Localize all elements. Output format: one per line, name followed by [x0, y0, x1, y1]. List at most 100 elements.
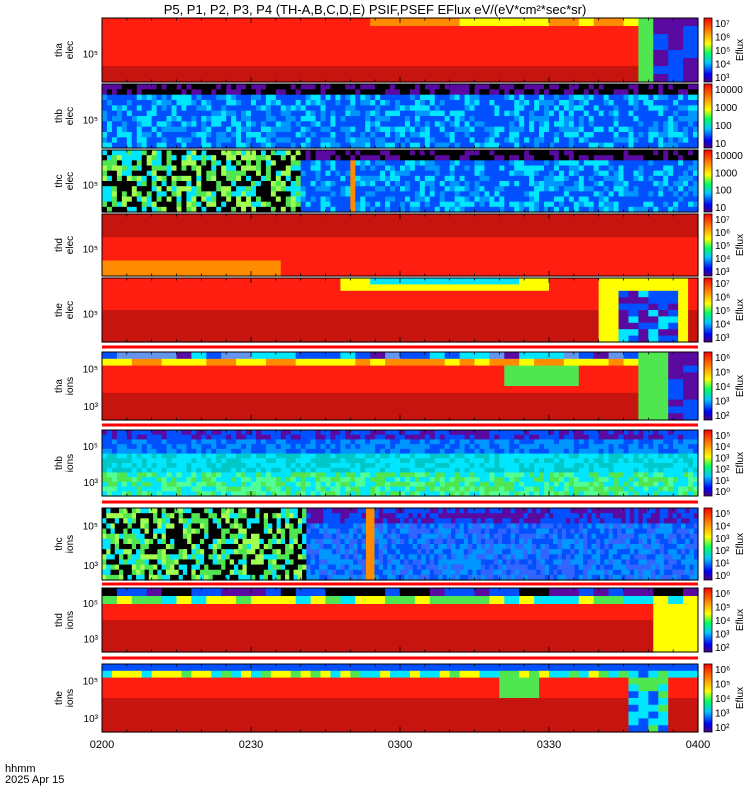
colorbar-tick-label: 10⁵ — [715, 241, 730, 252]
colorbar-tick-label: 10¹ — [715, 559, 730, 570]
panel-ylabel-species: ions — [65, 611, 76, 629]
panel-ylabel-sat: thd — [54, 613, 65, 627]
panel-ylabel-species: ions — [65, 377, 76, 395]
panel-ytick-2: 10³ — [84, 634, 99, 645]
colorbar — [703, 351, 713, 421]
colorbar-tick-label: 10⁶ — [715, 589, 730, 600]
separator-stripe — [102, 423, 698, 427]
colorbar — [703, 149, 713, 213]
colorbar — [703, 429, 713, 497]
colorbar-tick-label: 10⁴ — [715, 442, 730, 453]
panel-9: the ions 10⁵ 10³ 10⁶ 10⁵ 10⁴ 10³ 10² Eflux — [54, 663, 746, 734]
panel-8: thd ions 10⁵ 10³ 10⁶ 10⁵ 10⁴ 10³ 10² Eflux — [54, 587, 746, 654]
panel-ytick: 10⁵ — [83, 599, 98, 610]
colorbar-tick-label: 10⁴ — [715, 320, 730, 331]
colorbar — [703, 663, 713, 733]
panel-ylabel-sat: thb — [54, 109, 65, 123]
colorbar — [703, 587, 713, 653]
x-tick-label: 0200 — [90, 739, 114, 751]
colorbar — [703, 83, 713, 149]
colorbar-tick-label: 10³ — [715, 333, 730, 344]
panel-5: tha ions 10⁵ 10³ 10⁶ 10⁵ 10⁴ 10³ 10² Eflux — [54, 351, 746, 422]
panel-ylabel-species: elec — [65, 301, 76, 319]
colorbar-tick-label: 10³ — [715, 534, 730, 545]
panel-ytick: 10⁵ — [83, 676, 98, 687]
colorbar-tick-label: 10⁶ — [715, 228, 730, 239]
panel-ylabel-species: elec — [65, 172, 76, 190]
panel-ytick: 10⁵ — [83, 244, 98, 255]
panel-ylabel-sat: the — [54, 691, 65, 705]
colorbar-label: Eflux — [735, 687, 746, 709]
colorbar-tick-label: 10⁷ — [715, 279, 730, 290]
panel-ytick: 10⁵ — [83, 442, 98, 453]
panel-4: the elec 10⁵ 10⁷ 10⁶ 10⁵ 10⁴ 10³ Eflux — [54, 277, 746, 344]
colorbar-tick-label: 10⁰ — [715, 487, 730, 498]
colorbar-tick-label: 10² — [715, 465, 730, 476]
colorbar-tick-label: 100 — [715, 186, 732, 197]
panel-ylabel-sat: tha — [54, 43, 65, 57]
x-tick-label: 0330 — [537, 739, 561, 751]
panel-ylabel-species: elec — [65, 236, 76, 254]
colorbar-label: Eflux — [735, 299, 746, 321]
panel-ytick: 10⁵ — [83, 50, 98, 61]
colorbar-tick-label: 10⁴ — [715, 521, 730, 532]
colorbar-tick-label: 10 — [715, 139, 727, 150]
colorbar-tick-label: 10³ — [715, 397, 730, 408]
panel-1: thb elec 10⁵ 10000 1000 100 10 — [54, 83, 743, 150]
colorbar-tick-label: 10¹ — [715, 476, 730, 487]
colorbar-tick-label: 10² — [715, 723, 730, 734]
colorbar-tick-label: 10³ — [715, 453, 730, 464]
panel-3: thd elec 10⁵ 10⁷ 10⁶ 10⁵ 10⁴ 10³ Eflux — [54, 213, 746, 278]
colorbar-tick-label: 10² — [715, 643, 730, 654]
panel-ylabel-sat: thc — [54, 174, 65, 187]
panel-ylabel-species: ions — [65, 689, 76, 707]
colorbar-tick-label: 10³ — [715, 267, 730, 278]
colorbar-tick-label: 10³ — [715, 709, 730, 720]
panel-ytick: 10⁵ — [83, 116, 98, 127]
separator-stripe — [102, 656, 698, 660]
colorbar-tick-label: 10000 — [715, 85, 743, 96]
colorbar-tick-label: 10³ — [715, 73, 730, 84]
colorbar — [703, 507, 713, 581]
panel-ylabel-species: ions — [65, 454, 76, 472]
colorbar-tick-label: 10⁴ — [715, 254, 730, 265]
colorbar-tick-label: 10⁵ — [715, 603, 730, 614]
colorbar-label: Eflux — [735, 533, 746, 555]
panel-ytick-2: 10³ — [84, 478, 99, 489]
separator-stripe — [102, 582, 698, 586]
colorbar-tick-label: 1000 — [715, 103, 738, 114]
colorbar-tick-label: 10⁵ — [715, 509, 730, 520]
colorbar — [703, 277, 713, 343]
x-tick-label: 0230 — [239, 739, 263, 751]
chart-title: P5, P1, P2, P3, P4 (TH-A,B,C,D,E) PSIF,P… — [163, 2, 587, 17]
colorbar-tick-label: 10⁵ — [715, 680, 730, 691]
panel-ylabel-sat: tha — [54, 379, 65, 393]
colorbar-tick-label: 10⁴ — [715, 382, 730, 393]
colorbar-label: Eflux — [735, 452, 746, 474]
colorbar — [703, 17, 713, 83]
panel-ylabel-species: ions — [65, 535, 76, 553]
x-tick-label: 0400 — [686, 739, 710, 751]
colorbar-tick-label: 10⁶ — [715, 33, 730, 44]
colorbar-tick-label: 10⁰ — [715, 571, 730, 582]
colorbar-tick-label: 10⁵ — [715, 368, 730, 379]
panel-ytick-2: 10³ — [84, 714, 99, 725]
panel-0: tha elec 10⁵ 10⁷ 10⁶ 10⁵ 10⁴ 10³ Eflux — [54, 17, 746, 84]
panel-ytick: 10⁵ — [83, 310, 98, 321]
colorbar — [703, 213, 713, 277]
x-tick-label: 0300 — [388, 739, 412, 751]
colorbar-tick-label: 10⁷ — [715, 215, 730, 226]
colorbar-tick-label: 10⁵ — [715, 431, 730, 442]
colorbar-tick-label: 10⁴ — [715, 60, 730, 71]
colorbar-tick-label: 10⁶ — [715, 293, 730, 304]
colorbar-label: Eflux — [735, 39, 746, 61]
colorbar-tick-label: 10⁶ — [715, 665, 730, 676]
panel-ytick: 10⁵ — [83, 522, 98, 533]
colorbar-label: Eflux — [735, 609, 746, 631]
panel-ylabel-species: elec — [65, 41, 76, 59]
panel-ytick: 10⁵ — [83, 364, 98, 375]
panel-ytick-2: 10³ — [84, 561, 99, 572]
colorbar-tick-label: 10² — [715, 411, 730, 422]
